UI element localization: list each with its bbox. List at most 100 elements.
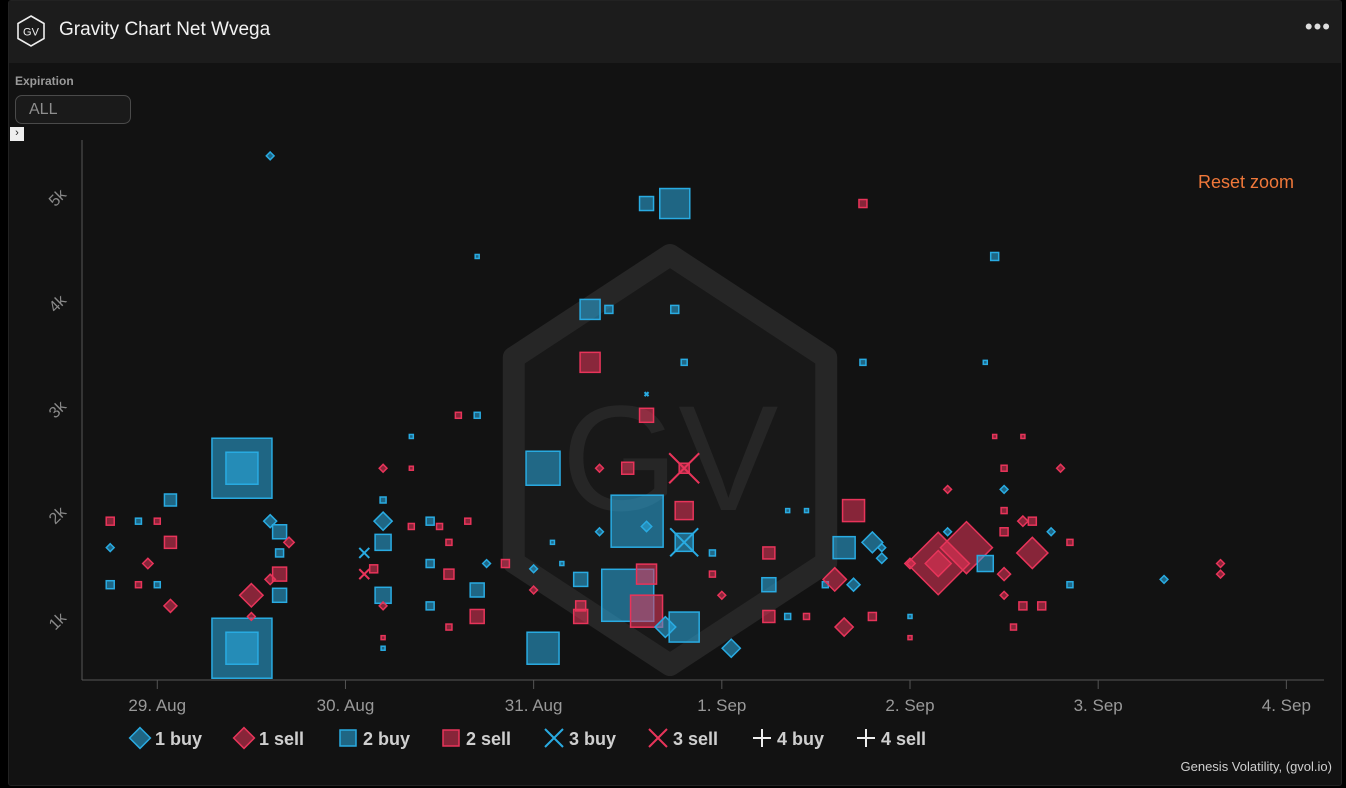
legend-item-label[interactable]: 4 buy <box>777 729 824 749</box>
data-point-buy[interactable] <box>374 586 392 605</box>
data-point-buy[interactable] <box>425 558 435 569</box>
legend-marker-plus-icon[interactable] <box>857 729 875 747</box>
data-point-sell[interactable] <box>1036 601 1047 611</box>
data-point-buy[interactable] <box>408 433 415 440</box>
data-point-buy[interactable] <box>907 613 913 620</box>
data-point-buy[interactable] <box>942 526 953 537</box>
data-point-buy[interactable] <box>225 631 259 665</box>
data-point-buy[interactable] <box>525 450 561 486</box>
expand-chevron-icon[interactable]: › <box>10 127 24 141</box>
data-point-sell[interactable] <box>162 598 179 614</box>
data-point-sell[interactable] <box>1016 514 1030 528</box>
data-point-sell[interactable] <box>802 612 811 621</box>
data-point-buy[interactable] <box>680 358 688 367</box>
data-point-buy[interactable] <box>669 527 699 558</box>
data-point-sell[interactable] <box>238 582 265 609</box>
data-point-buy[interactable] <box>274 548 285 558</box>
data-point-sell[interactable] <box>678 462 690 474</box>
legend-marker-x-icon[interactable] <box>648 728 668 748</box>
data-point-sell[interactable] <box>1000 464 1008 472</box>
data-point-buy[interactable] <box>473 411 481 420</box>
data-point-sell[interactable] <box>858 198 868 209</box>
legend-marker-x-icon[interactable] <box>544 728 564 748</box>
data-point-sell[interactable] <box>708 570 717 578</box>
data-point-buy[interactable] <box>549 539 556 546</box>
data-point-sell[interactable] <box>991 433 998 440</box>
data-point-sell[interactable] <box>1009 623 1018 631</box>
data-point-sell[interactable] <box>1066 538 1074 547</box>
data-point-buy[interactable] <box>594 526 605 537</box>
data-point-sell[interactable] <box>1020 433 1026 440</box>
data-point-buy[interactable] <box>105 579 115 590</box>
legend-item-label[interactable]: 3 buy <box>569 729 616 749</box>
data-point-sell[interactable] <box>716 590 727 601</box>
data-point-buy[interactable] <box>265 150 276 161</box>
data-point-buy[interactable] <box>379 496 387 504</box>
data-point-buy[interactable] <box>579 298 601 321</box>
data-point-buy[interactable] <box>163 493 178 507</box>
data-point-sell[interactable] <box>841 498 866 523</box>
legend-item-label[interactable]: 2 sell <box>466 729 511 749</box>
data-point-sell[interactable] <box>141 557 155 570</box>
data-point-buy[interactable] <box>761 576 777 593</box>
data-point-buy[interactable] <box>668 611 700 643</box>
legend-item-label[interactable]: 2 buy <box>363 729 410 749</box>
data-point-sell[interactable] <box>408 465 415 471</box>
data-point-sell[interactable] <box>1027 516 1038 526</box>
data-point-sell[interactable] <box>407 522 416 531</box>
data-point-buy[interactable] <box>105 542 116 553</box>
data-point-buy[interactable] <box>153 580 162 589</box>
data-point-buy[interactable] <box>374 533 392 552</box>
data-point-buy[interactable] <box>721 638 742 659</box>
data-point-buy[interactable] <box>225 451 259 485</box>
data-point-sell[interactable] <box>674 500 694 521</box>
data-point-buy[interactable] <box>708 549 717 557</box>
data-point-buy[interactable] <box>604 304 614 315</box>
data-point-buy[interactable] <box>638 195 655 212</box>
data-point-buy[interactable] <box>380 645 386 651</box>
data-point-sell[interactable] <box>620 461 635 475</box>
data-point-sell[interactable] <box>594 463 605 474</box>
data-point-sell[interactable] <box>1215 569 1226 580</box>
data-point-buy[interactable] <box>1066 580 1074 589</box>
data-point-sell[interactable] <box>1015 536 1049 570</box>
data-point-buy[interactable] <box>474 253 480 260</box>
data-point-sell[interactable] <box>271 566 288 582</box>
data-point-buy[interactable] <box>989 251 1000 262</box>
data-point-buy[interactable] <box>1159 574 1170 585</box>
data-point-buy[interactable] <box>976 554 995 573</box>
data-point-buy[interactable] <box>643 391 650 397</box>
data-point-sell[interactable] <box>435 522 444 531</box>
data-point-buy[interactable] <box>783 612 792 621</box>
data-point-sell[interactable] <box>1018 601 1028 611</box>
reset-zoom-button[interactable]: Reset zoom <box>1198 172 1294 192</box>
data-point-buy[interactable] <box>784 507 791 514</box>
data-point-buy[interactable] <box>425 516 435 526</box>
data-point-buy[interactable] <box>271 524 288 540</box>
data-point-buy[interactable] <box>845 577 862 593</box>
data-point-sell[interactable] <box>821 566 848 593</box>
data-point-sell[interactable] <box>378 463 389 474</box>
data-point-buy[interactable] <box>982 359 989 366</box>
data-point-sell[interactable] <box>368 564 379 574</box>
legend-marker-square-icon[interactable] <box>442 729 460 747</box>
legend-item-label[interactable]: 3 sell <box>673 729 718 749</box>
data-point-buy[interactable] <box>876 542 887 553</box>
data-point-sell[interactable] <box>629 594 664 628</box>
data-point-buy[interactable] <box>640 520 653 533</box>
data-point-buy[interactable] <box>271 587 288 604</box>
data-point-sell[interactable] <box>833 616 855 638</box>
data-point-buy[interactable] <box>572 571 589 588</box>
legend-marker-plus-icon[interactable] <box>753 729 771 747</box>
data-point-sell[interactable] <box>454 411 463 420</box>
data-point-buy[interactable] <box>358 547 370 559</box>
data-point-sell[interactable] <box>867 611 878 622</box>
data-point-buy[interactable] <box>481 558 492 569</box>
data-point-sell[interactable] <box>464 517 472 525</box>
data-point-sell[interactable] <box>246 611 257 622</box>
data-point-buy[interactable] <box>803 507 810 514</box>
data-point-buy[interactable] <box>559 560 565 567</box>
data-point-sell[interactable] <box>358 568 370 580</box>
expiration-select[interactable]: ALL <box>15 95 131 124</box>
